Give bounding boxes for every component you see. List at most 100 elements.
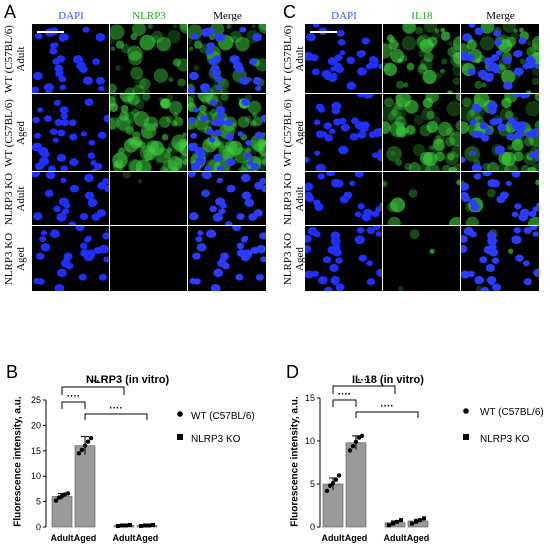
micrograph-tile — [461, 94, 539, 171]
row-label: WT (C57BL/6) Adult — [3, 25, 27, 93]
data-point — [85, 439, 91, 444]
y-tick-label: 10 — [305, 436, 315, 446]
data-point — [399, 518, 403, 523]
y-tick-label: 0 — [36, 522, 41, 532]
legend-label-ko-b: NLRP3 KO — [191, 434, 241, 445]
y-tick-label: 20 — [31, 420, 41, 430]
data-point — [120, 523, 124, 528]
column-label-dapi: DAPI — [58, 10, 84, 22]
significance-bracket — [332, 399, 357, 407]
data-point — [139, 523, 143, 528]
y-tick-label: 5 — [36, 497, 41, 507]
row-label: WT (C57BL/6) Aged — [3, 99, 27, 167]
y-tick-label: 15 — [31, 446, 41, 456]
data-point — [76, 451, 82, 456]
y-tick-label: 5 — [310, 479, 315, 489]
micrograph-tile — [461, 172, 539, 225]
bar — [322, 483, 344, 528]
micrograph-tile — [188, 226, 266, 291]
data-point — [82, 443, 88, 448]
micrograph-tile — [305, 172, 382, 225]
legend-marker-wt — [463, 408, 469, 414]
bar — [384, 522, 406, 528]
x-tick-label: Adult — [384, 533, 407, 543]
significance-bracket — [61, 401, 86, 409]
bar — [51, 496, 73, 528]
panel-letter-c: C — [283, 2, 296, 22]
data-point — [359, 433, 365, 439]
x-tick-label: Aged — [345, 533, 368, 543]
micrograph-tile — [110, 226, 187, 291]
column-label-merge: Merge — [486, 10, 515, 22]
micrograph-tile — [461, 24, 539, 93]
micrograph-tile — [305, 94, 382, 171]
legend-label-ko-d: NLRP3 KO — [480, 434, 530, 445]
data-point — [62, 492, 68, 497]
data-point — [116, 523, 120, 528]
data-point — [422, 516, 426, 521]
x-tick-label: Aged — [407, 533, 430, 543]
data-point — [124, 523, 128, 528]
data-point — [336, 473, 342, 478]
data-point — [151, 522, 155, 527]
micrograph-tile — [383, 24, 460, 93]
data-point — [414, 519, 418, 524]
significance-label: ···· — [67, 391, 80, 402]
significance-bracket — [355, 411, 419, 418]
y-tick-label: 0 — [310, 522, 315, 532]
micrograph-tile — [305, 24, 382, 93]
data-point — [88, 435, 94, 441]
y-tick-label: 25 — [31, 395, 41, 405]
x-tick-label: Aged — [136, 533, 159, 543]
micrograph-tile — [32, 226, 109, 291]
micrograph-tile — [32, 172, 109, 225]
x-tick-label: Adult — [113, 533, 136, 543]
data-point — [143, 523, 147, 528]
data-point — [353, 439, 359, 445]
micrograph-tile — [188, 94, 266, 171]
x-tick-label: Adult — [51, 533, 74, 543]
micrograph-tile — [383, 94, 460, 171]
micrograph-tile — [383, 172, 460, 225]
legend-marker-ko — [463, 434, 469, 440]
significance-bracket — [61, 386, 125, 395]
micrograph-tile — [32, 24, 109, 93]
y-tick-label: 15 — [305, 393, 315, 403]
data-point — [65, 491, 71, 496]
data-point — [410, 521, 414, 526]
data-point — [128, 522, 132, 527]
micrograph-tile — [32, 94, 109, 171]
micrograph-tile — [110, 24, 187, 93]
bar — [407, 520, 429, 528]
data-point — [347, 448, 353, 453]
column-label-merge: Merge — [213, 10, 242, 22]
data-point — [350, 443, 356, 449]
data-point — [53, 498, 59, 503]
micrograph-tile — [461, 226, 539, 291]
column-label-nlrp3: NLRP3 — [132, 10, 166, 22]
data-point — [79, 447, 85, 452]
legend-marker-wt — [177, 411, 183, 417]
significance-bracket — [84, 413, 148, 420]
micrograph-tile — [188, 24, 266, 93]
significance-label: ···· — [338, 389, 351, 400]
legend-label-wt-b: WT (C57BL/6) — [191, 411, 255, 422]
legend-marker-ko — [177, 434, 183, 440]
panel-letter-d: D — [286, 362, 299, 382]
micrograph-tile — [110, 172, 187, 225]
y-axis-title-d: Fluorescence intensity, a.u. — [289, 396, 301, 527]
chart-title-b: NLRP3 (in vitro) — [86, 374, 170, 386]
row-label: NLRP3 KO Aged — [3, 232, 27, 286]
column-label-dapi: DAPI — [331, 10, 357, 22]
significance-label: ···· — [109, 403, 122, 414]
significance-bracket — [332, 385, 396, 394]
data-point — [330, 480, 336, 486]
significance-label: ···· — [380, 401, 393, 412]
data-point — [333, 477, 339, 482]
micrograph-tile — [305, 226, 382, 291]
legend-label-wt-d: WT (C57BL/6) — [480, 407, 544, 418]
data-point — [395, 519, 399, 524]
data-point — [56, 495, 62, 500]
data-point — [387, 523, 391, 528]
data-point — [391, 521, 395, 526]
